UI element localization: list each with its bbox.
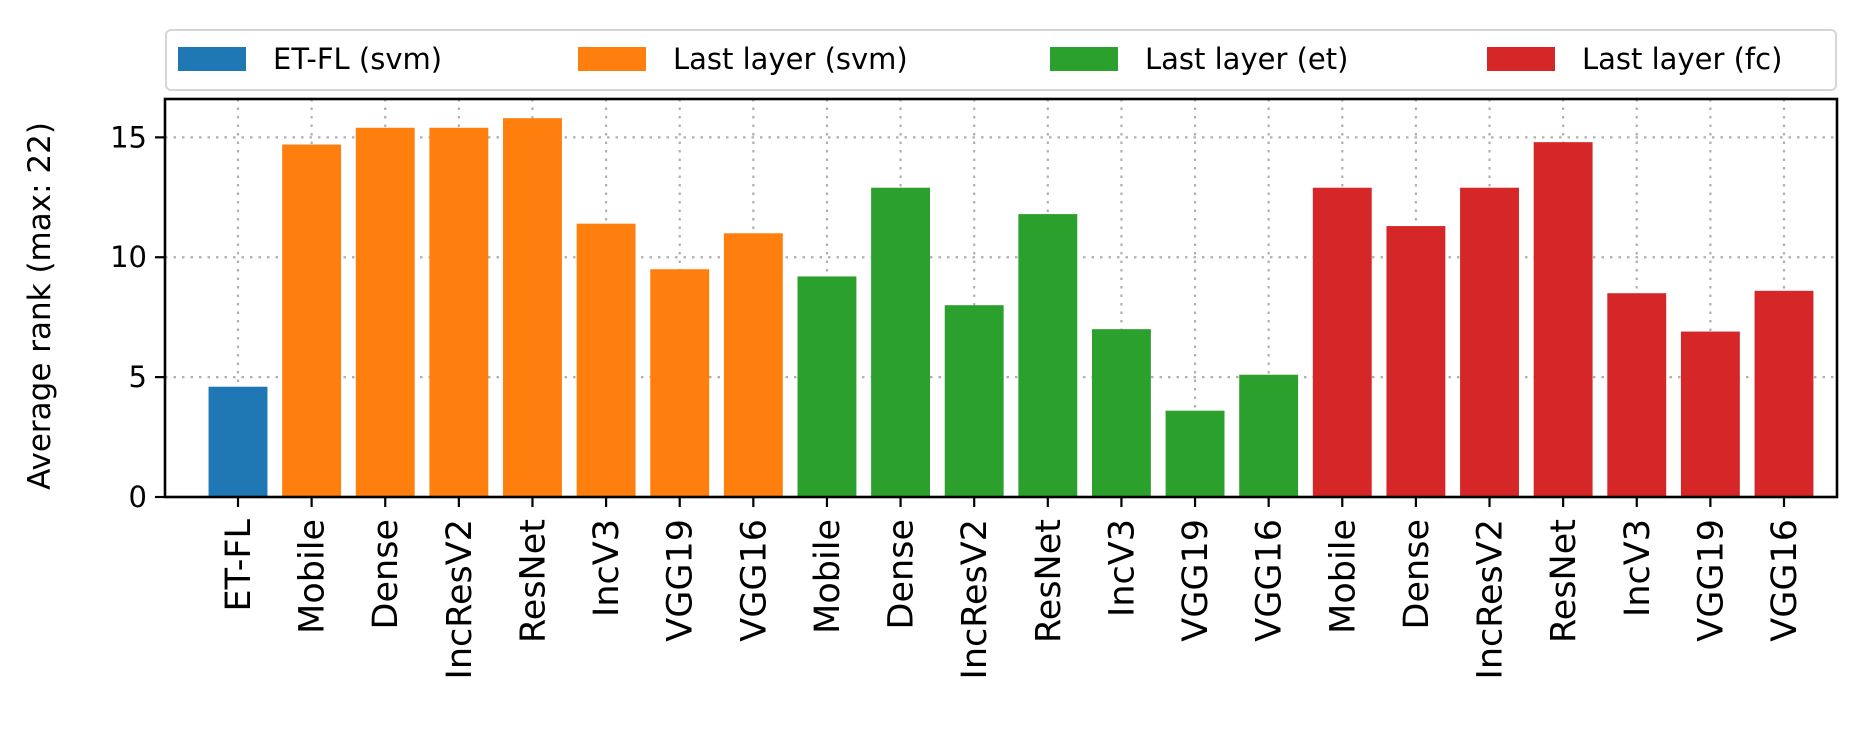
bar bbox=[208, 386, 268, 497]
y-tick-label: 10 bbox=[110, 240, 147, 274]
legend-label: Last layer (fc) bbox=[1582, 42, 1782, 76]
bar bbox=[355, 127, 415, 497]
y-tick-label: 0 bbox=[129, 480, 147, 514]
x-tick-label: IncResV2 bbox=[955, 519, 995, 679]
bar bbox=[1018, 214, 1078, 497]
x-tick-label: Dense bbox=[366, 519, 406, 629]
x-tick-label: ResNet bbox=[1544, 519, 1584, 643]
legend-label: Last layer (et) bbox=[1145, 42, 1348, 76]
bar bbox=[650, 269, 710, 497]
x-tick-label: Mobile bbox=[808, 519, 848, 634]
x-tick-label: VGG19 bbox=[661, 519, 701, 642]
bar bbox=[871, 187, 931, 497]
x-tick-label: Dense bbox=[1397, 519, 1437, 629]
legend-box bbox=[165, 29, 1837, 91]
plot-frame bbox=[163, 97, 1839, 499]
legend-swatch bbox=[578, 47, 646, 71]
bar bbox=[1533, 142, 1593, 498]
bar bbox=[1680, 331, 1740, 497]
ticks: 0 5 10 15 ET-FL Mobile Dense IncResV2 ResNet IncV… bbox=[110, 120, 1805, 679]
bar bbox=[282, 144, 342, 498]
bar bbox=[797, 276, 857, 497]
x-tick-label: IncResV2 bbox=[1471, 519, 1511, 679]
bar bbox=[1091, 329, 1151, 497]
bar bbox=[429, 127, 489, 497]
x-tick-label: ResNet bbox=[513, 519, 553, 643]
x-tick-label: IncV3 bbox=[587, 519, 627, 617]
bar bbox=[576, 223, 636, 498]
legend: ET-FL (svm) Last layer (svm) Last layer (e… bbox=[165, 29, 1837, 91]
bar bbox=[944, 305, 1004, 497]
bar bbox=[1460, 187, 1519, 497]
x-tick-label: VGG19 bbox=[1176, 519, 1216, 642]
y-tick-label: 15 bbox=[110, 120, 147, 154]
bar bbox=[723, 233, 783, 497]
x-tick-label: Mobile bbox=[1323, 519, 1363, 634]
bar bbox=[1754, 290, 1814, 497]
legend-swatch bbox=[1487, 47, 1555, 71]
legend-swatch bbox=[1050, 47, 1118, 71]
legend-label: ET-FL (svm) bbox=[273, 42, 442, 76]
x-tick-label: VGG16 bbox=[1250, 519, 1290, 642]
x-tick-label: VGG16 bbox=[1765, 519, 1805, 642]
x-tick-label: IncV3 bbox=[1102, 519, 1142, 617]
y-axis-title: Average rank (max: 22) bbox=[22, 122, 58, 490]
x-tick-label: IncResV2 bbox=[440, 519, 480, 679]
x-tick-label: ResNet bbox=[1029, 519, 1069, 643]
x-tick-label: Mobile bbox=[293, 519, 333, 634]
bar bbox=[503, 118, 562, 497]
y-tick-label: 5 bbox=[129, 360, 147, 394]
axes bbox=[163, 97, 1839, 499]
bar bbox=[1165, 410, 1225, 497]
x-tick-label: Dense bbox=[882, 519, 922, 629]
x-tick-label: ET-FL bbox=[219, 519, 259, 612]
legend-label: Last layer (svm) bbox=[673, 42, 908, 76]
bars bbox=[208, 118, 1814, 498]
bar bbox=[1312, 187, 1372, 497]
bar bbox=[1386, 226, 1446, 497]
x-tick-label: VGG16 bbox=[734, 519, 774, 642]
x-tick-label: IncV3 bbox=[1618, 519, 1658, 617]
bar bbox=[1239, 374, 1299, 497]
x-tick-label: VGG19 bbox=[1691, 519, 1731, 642]
legend-swatch bbox=[178, 47, 246, 71]
bar bbox=[1607, 293, 1667, 497]
